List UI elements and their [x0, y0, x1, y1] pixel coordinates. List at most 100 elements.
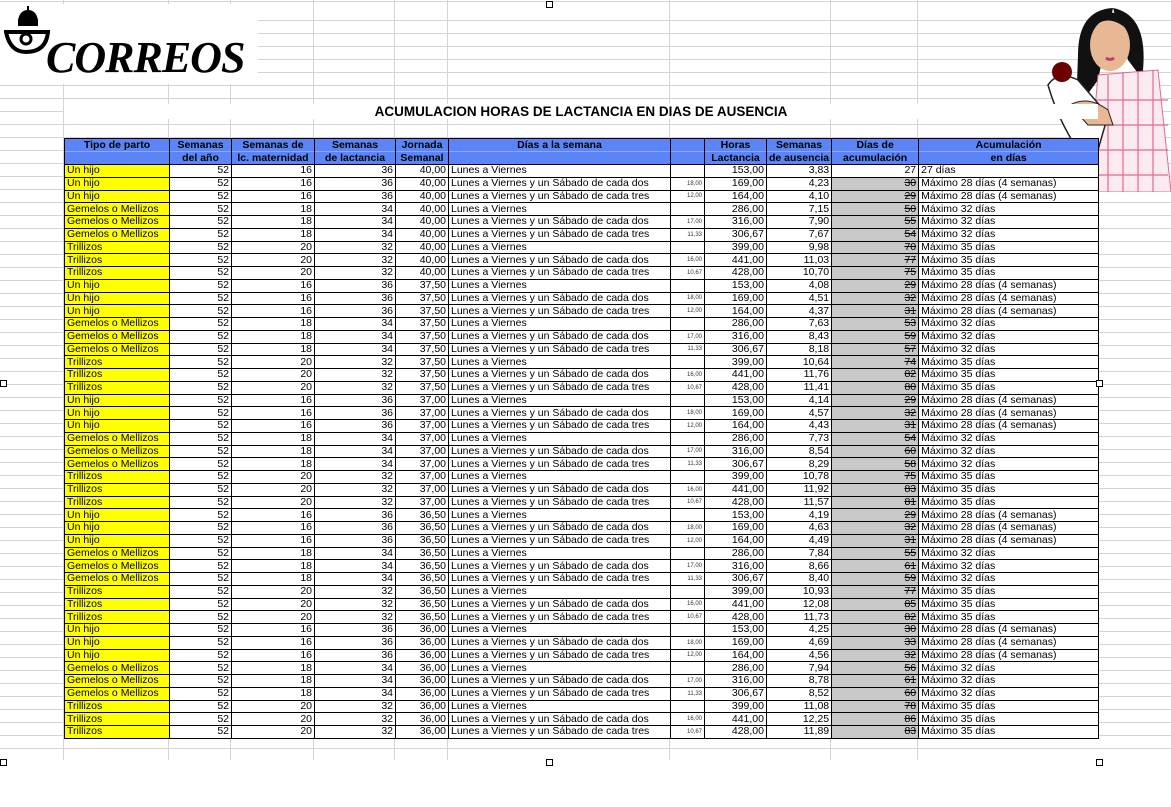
- cell-semanas-lactancia[interactable]: 36: [314, 176, 396, 191]
- cell-acumulacion-dias[interactable]: Máximo 35 días: [918, 725, 1100, 739]
- cell-acumulacion-dias[interactable]: Máximo 35 días: [918, 380, 1100, 395]
- cell-semanas-lactancia[interactable]: 34: [314, 444, 396, 459]
- cell-dias-acumulacion[interactable]: 29: [831, 393, 920, 408]
- cell-horas-lactancia[interactable]: 316,00: [704, 674, 767, 688]
- cell-horas-sabado[interactable]: 10,67: [670, 266, 705, 280]
- cell-semanas-maternidad[interactable]: 20: [231, 699, 315, 714]
- cell-semanas-maternidad[interactable]: 18: [231, 546, 315, 561]
- cell-semanas-maternidad[interactable]: 18: [231, 202, 315, 216]
- cell-acumulacion-dias[interactable]: Máximo 35 días: [918, 712, 1100, 726]
- cell-semanas-lactancia[interactable]: 36: [314, 508, 396, 522]
- cell-dias-semana[interactable]: Lunes a Viernes: [448, 164, 671, 178]
- cell-horas-sabado[interactable]: 18,00: [670, 291, 705, 306]
- cell-semanas-lactancia[interactable]: 32: [314, 584, 396, 599]
- cell-dias-acumulacion[interactable]: 60: [831, 686, 920, 701]
- cell-dias-acumulacion[interactable]: 31: [831, 304, 920, 318]
- cell-horas-sabado[interactable]: 16,00: [670, 597, 705, 612]
- cell-semanas-maternidad[interactable]: 20: [231, 253, 315, 267]
- cell-semanas-lactancia[interactable]: 34: [314, 202, 396, 216]
- cell-tipo[interactable]: Trillizos: [64, 266, 170, 280]
- cell-semanas-maternidad[interactable]: 20: [231, 584, 315, 599]
- cell-tipo[interactable]: Un hijo: [64, 189, 170, 204]
- cell-semanas-lactancia[interactable]: 32: [314, 470, 396, 484]
- cell-semanas-ausencia[interactable]: 4,56: [765, 648, 833, 663]
- cell-tipo[interactable]: Trillizos: [64, 470, 170, 484]
- cell-dias-acumulacion[interactable]: 27: [831, 164, 920, 178]
- cell-jornada[interactable]: 40,00: [395, 164, 449, 178]
- resize-handle[interactable]: [546, 1, 553, 8]
- cell-semanas-maternidad[interactable]: 20: [231, 240, 315, 255]
- cell-horas-sabado[interactable]: [670, 317, 705, 331]
- cell-horas-lactancia[interactable]: 169,00: [704, 521, 767, 535]
- cell-dias-semana[interactable]: Lunes a Viernes: [448, 393, 671, 408]
- cell-acumulacion-dias[interactable]: Máximo 35 días: [918, 482, 1100, 497]
- cell-tipo[interactable]: Un hijo: [64, 164, 170, 178]
- cell-semanas-anio[interactable]: 52: [169, 240, 232, 255]
- cell-semanas-maternidad[interactable]: 18: [231, 674, 315, 688]
- cell-dias-acumulacion[interactable]: 61: [831, 674, 920, 688]
- cell-semanas-maternidad[interactable]: 18: [231, 457, 315, 471]
- cell-semanas-maternidad[interactable]: 20: [231, 725, 315, 739]
- cell-jornada[interactable]: 36,50: [395, 508, 449, 522]
- cell-semanas-maternidad[interactable]: 16: [231, 406, 315, 420]
- cell-semanas-maternidad[interactable]: 18: [231, 559, 315, 573]
- cell-semanas-lactancia[interactable]: 36: [314, 189, 396, 204]
- cell-dias-semana[interactable]: Lunes a Viernes y un Sábado de cada tres: [448, 380, 671, 395]
- cell-semanas-ausencia[interactable]: 7,67: [765, 227, 833, 242]
- cell-acumulacion-dias[interactable]: Máximo 28 días (4 semanas): [918, 508, 1100, 522]
- cell-semanas-maternidad[interactable]: 16: [231, 164, 315, 178]
- cell-dias-semana[interactable]: Lunes a Viernes y un Sábado de cada tres: [448, 342, 671, 357]
- cell-horas-lactancia[interactable]: 428,00: [704, 380, 767, 395]
- cell-acumulacion-dias[interactable]: Máximo 32 días: [918, 202, 1100, 216]
- cell-semanas-anio[interactable]: 52: [169, 431, 232, 446]
- cell-jornada[interactable]: 37,00: [395, 431, 449, 446]
- cell-horas-sabado[interactable]: 18,00: [670, 521, 705, 535]
- cell-tipo[interactable]: Trillizos: [64, 699, 170, 714]
- cell-horas-lactancia[interactable]: 399,00: [704, 470, 767, 484]
- cell-horas-lactancia[interactable]: 316,00: [704, 444, 767, 459]
- cell-acumulacion-dias[interactable]: Máximo 32 días: [918, 215, 1100, 229]
- cell-semanas-lactancia[interactable]: 36: [314, 304, 396, 318]
- cell-jornada[interactable]: 36,00: [395, 648, 449, 663]
- cell-semanas-anio[interactable]: 52: [169, 444, 232, 459]
- cell-horas-sabado[interactable]: 12,00: [670, 419, 705, 433]
- cell-semanas-anio[interactable]: 52: [169, 164, 232, 178]
- cell-semanas-maternidad[interactable]: 18: [231, 431, 315, 446]
- cell-jornada[interactable]: 36,00: [395, 712, 449, 726]
- cell-acumulacion-dias[interactable]: Máximo 28 días (4 semanas): [918, 304, 1100, 318]
- cell-semanas-ausencia[interactable]: 11,92: [765, 482, 833, 497]
- cell-tipo[interactable]: Gemelos o Mellizos: [64, 317, 170, 331]
- cell-dias-semana[interactable]: Lunes a Viernes y un Sábado de cada dos: [448, 368, 671, 382]
- cell-semanas-ausencia[interactable]: 4,25: [765, 623, 833, 637]
- cell-semanas-ausencia[interactable]: 11,08: [765, 699, 833, 714]
- cell-horas-sabado[interactable]: [670, 699, 705, 714]
- cell-acumulacion-dias[interactable]: Máximo 35 días: [918, 597, 1100, 612]
- cell-semanas-ausencia[interactable]: 4,08: [765, 278, 833, 293]
- cell-semanas-anio[interactable]: 52: [169, 661, 232, 675]
- cell-acumulacion-dias[interactable]: Máximo 32 días: [918, 546, 1100, 561]
- cell-dias-semana[interactable]: Lunes a Viernes y un Sábado de cada dos: [448, 521, 671, 535]
- cell-dias-acumulacion[interactable]: 31: [831, 419, 920, 433]
- cell-dias-acumulacion[interactable]: 77: [831, 584, 920, 599]
- cell-semanas-maternidad[interactable]: 16: [231, 635, 315, 650]
- cell-semanas-maternidad[interactable]: 20: [231, 482, 315, 497]
- cell-jornada[interactable]: 37,50: [395, 304, 449, 318]
- cell-horas-sabado[interactable]: [670, 546, 705, 561]
- cell-horas-lactancia[interactable]: 399,00: [704, 699, 767, 714]
- cell-dias-semana[interactable]: Lunes a Viernes: [448, 508, 671, 522]
- cell-horas-lactancia[interactable]: 153,00: [704, 393, 767, 408]
- cell-horas-sabado[interactable]: [670, 278, 705, 293]
- cell-horas-sabado[interactable]: [670, 508, 705, 522]
- cell-semanas-ausencia[interactable]: 4,43: [765, 419, 833, 433]
- cell-dias-semana[interactable]: Lunes a Viernes: [448, 278, 671, 293]
- cell-dias-acumulacion[interactable]: 82: [831, 610, 920, 624]
- cell-dias-semana[interactable]: Lunes a Viernes y un Sábado de cada dos: [448, 215, 671, 229]
- cell-horas-lactancia[interactable]: 428,00: [704, 495, 767, 510]
- cell-dias-acumulacion[interactable]: 32: [831, 521, 920, 535]
- cell-semanas-ausencia[interactable]: 11,73: [765, 610, 833, 624]
- cell-dias-semana[interactable]: Lunes a Viernes y un Sábado de cada dos: [448, 635, 671, 650]
- cell-semanas-lactancia[interactable]: 34: [314, 342, 396, 357]
- cell-acumulacion-dias[interactable]: Máximo 28 días (4 semanas): [918, 623, 1100, 637]
- cell-acumulacion-dias[interactable]: Máximo 28 días (4 semanas): [918, 291, 1100, 306]
- resize-handle[interactable]: [1096, 759, 1103, 766]
